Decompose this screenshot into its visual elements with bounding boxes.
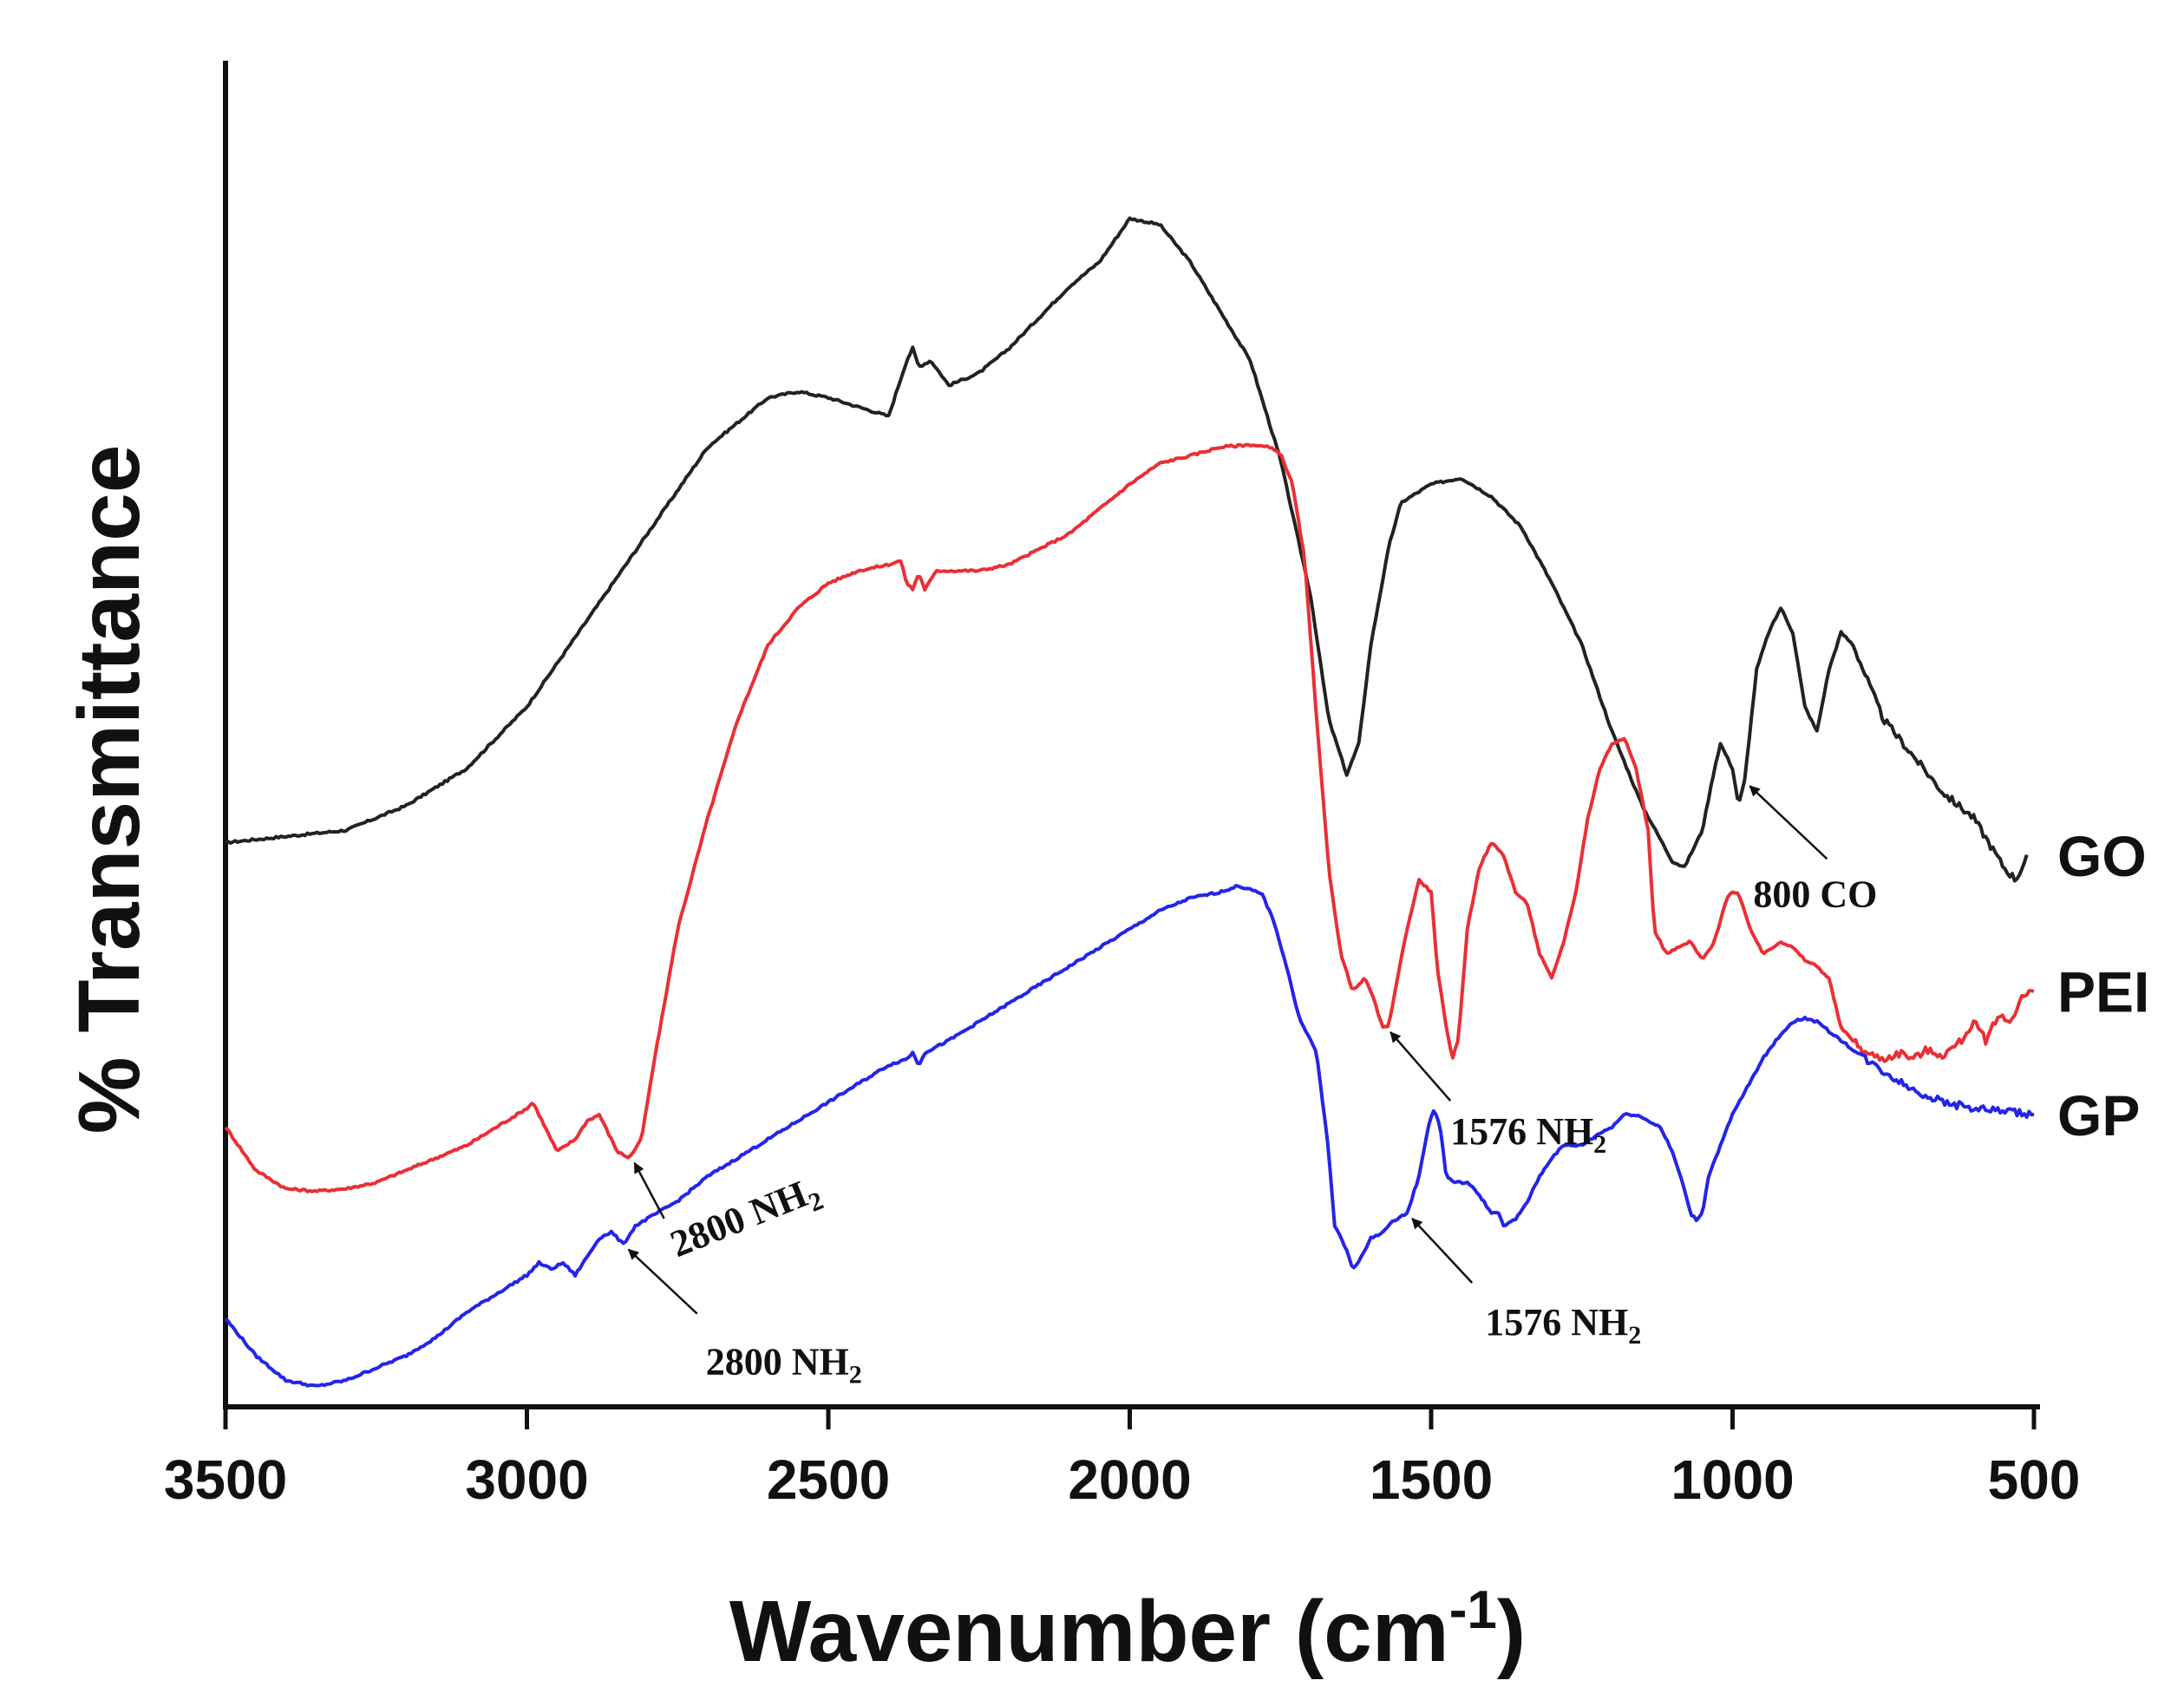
series-line-gp <box>224 884 2035 1388</box>
x-tick-label: 3500 <box>164 1448 287 1511</box>
x-axis-title: Wavenumber (cm-1) <box>729 1580 1526 1680</box>
x-tick-label: 2000 <box>1068 1448 1191 1511</box>
x-tick-label: 500 <box>1988 1448 2081 1511</box>
legend-label-gp: GP <box>2057 1083 2140 1148</box>
x-tick-label: 1500 <box>1370 1448 1493 1511</box>
annotation-arrow <box>627 1248 698 1315</box>
annotation-arrow <box>1411 1218 1474 1284</box>
x-ticks: 3500 3000 2500 2000 1500 1000 500 <box>164 1407 2081 1511</box>
annotation-label-gp-2800: 2800 NH2 <box>706 1341 862 1389</box>
x-axis-title-superscript: -1 <box>1449 1580 1497 1640</box>
annotation-label-gp-1576: 1576 NH2 <box>1485 1301 1641 1350</box>
annotation-arrow <box>1749 785 1828 860</box>
x-tick-label: 3000 <box>465 1448 588 1511</box>
annotation-arrow <box>1390 1031 1452 1102</box>
annotation-text: 2800 NH <box>664 1173 813 1265</box>
annotation-label-go-800: 800 CO <box>1753 873 1877 915</box>
legend-label-pei: PEI <box>2057 960 2149 1024</box>
x-axis-title-text: Wavenumber (cm <box>729 1583 1449 1680</box>
annotation-subscript: 2 <box>1593 1130 1606 1159</box>
axes <box>223 61 2040 1409</box>
annotation-text: 1576 NH <box>1450 1110 1593 1153</box>
annotation-subscript: 2 <box>1628 1321 1641 1350</box>
annotation-text: 2800 NH <box>706 1341 849 1383</box>
x-axis-title-end: ) <box>1497 1583 1526 1680</box>
x-tick-label: 2500 <box>767 1448 890 1511</box>
legend-label-go: GO <box>2057 824 2147 888</box>
annotation-text: 800 CO <box>1753 873 1877 915</box>
annotation-text: 1576 NH <box>1485 1301 1628 1344</box>
annotation-subscript: 2 <box>849 1361 862 1389</box>
x-tick-label: 1000 <box>1671 1448 1794 1511</box>
annotation-label-pei-1576: 1576 NH2 <box>1450 1110 1606 1159</box>
y-axis-title: % Transmittance <box>61 445 158 1134</box>
series-line-pei <box>224 442 2035 1193</box>
annotation-label-pei-2800: 2800 NH2 <box>664 1167 827 1271</box>
legend: GO PEI GP <box>2057 824 2149 1148</box>
series-layer <box>224 216 2035 1388</box>
annotation-arrow <box>633 1161 665 1219</box>
series-line-go <box>225 216 2029 883</box>
